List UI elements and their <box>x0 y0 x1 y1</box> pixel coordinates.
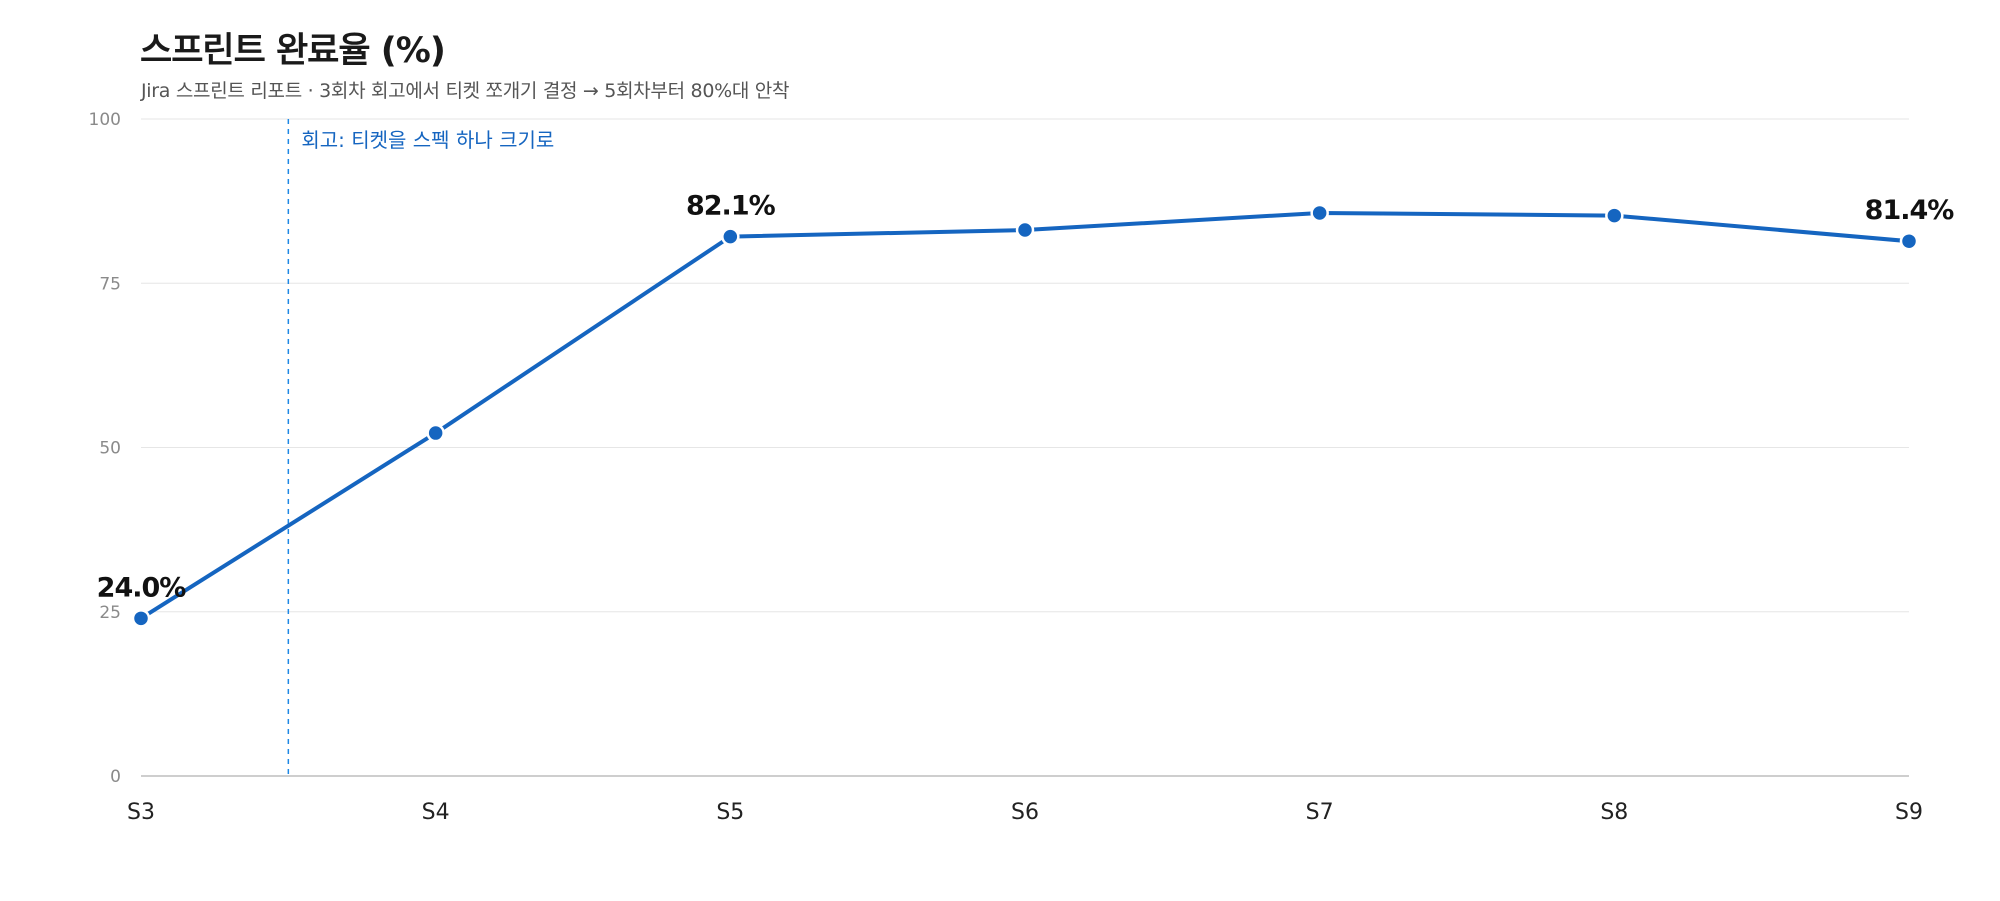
data-point <box>1605 206 1624 225</box>
y-tick-label: 25 <box>99 603 121 623</box>
x-tick-label: S8 <box>1600 800 1628 825</box>
data-point <box>131 609 151 628</box>
series-line <box>139 210 1911 621</box>
chart-subtitle: Jira 스프린트 리포트 · 3회차 회고에서 티켓 쪼개기 결정 → 5회차… <box>141 80 790 102</box>
data-point <box>426 423 445 443</box>
y-tick-label: 0 <box>110 767 121 787</box>
chart-title: 스프린트 완료율 (%) <box>140 31 446 71</box>
data-label: 82.1% <box>686 191 776 222</box>
x-tick-label: S3 <box>127 800 155 825</box>
x-tick-label: S9 <box>1895 800 1923 825</box>
data-point <box>1310 203 1329 223</box>
annotation-label: 회고: 티켓을 스펙 하나 크기로 <box>301 128 554 152</box>
y-tick-label: 100 <box>89 110 121 130</box>
data-point <box>1015 220 1035 240</box>
x-tick-label: S6 <box>1011 800 1039 825</box>
data-point <box>721 227 740 246</box>
y-tick-label: 50 <box>99 439 121 459</box>
y-tick-label: 75 <box>99 274 121 294</box>
data-label: 81.4% <box>1865 195 1955 226</box>
data-label: 24.0% <box>97 572 187 603</box>
data-point <box>1899 231 1919 251</box>
x-tick-label: S4 <box>422 800 450 825</box>
x-tick-label: S5 <box>716 800 744 825</box>
x-tick-label: S7 <box>1306 800 1334 825</box>
